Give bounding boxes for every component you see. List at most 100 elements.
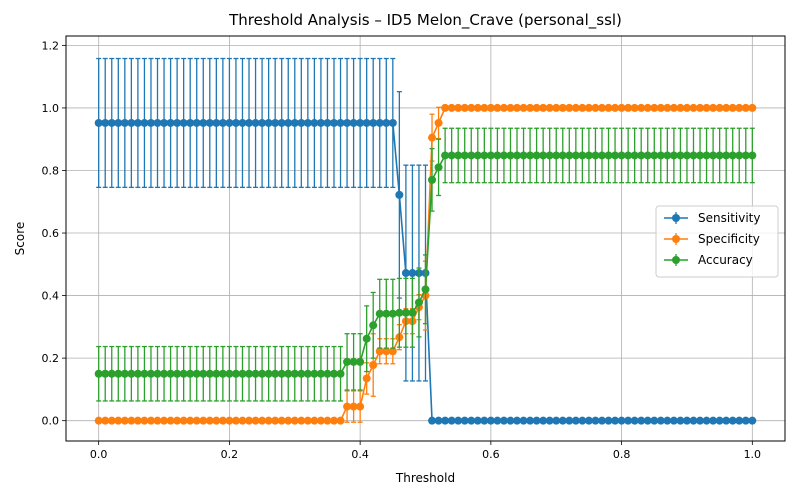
data-point <box>650 416 659 425</box>
data-point <box>532 103 541 112</box>
data-point <box>643 103 652 112</box>
data-point <box>467 151 476 160</box>
data-point <box>650 151 659 160</box>
data-point <box>650 103 659 112</box>
data-point <box>323 118 332 127</box>
data-point <box>284 369 293 378</box>
data-point <box>245 118 254 127</box>
data-point <box>369 321 378 330</box>
data-point <box>532 416 541 425</box>
data-point <box>316 118 325 127</box>
y-tick-label: 0.2 <box>42 352 60 365</box>
data-point <box>225 369 234 378</box>
data-point <box>166 369 175 378</box>
data-point <box>584 103 593 112</box>
data-point <box>140 118 149 127</box>
data-point <box>728 416 737 425</box>
data-point <box>519 151 528 160</box>
data-point <box>277 118 286 127</box>
data-point <box>545 151 554 160</box>
data-point <box>578 103 587 112</box>
data-point <box>107 118 116 127</box>
data-point <box>709 416 718 425</box>
data-point <box>611 151 620 160</box>
data-point <box>140 369 149 378</box>
sensitivity-markers <box>94 118 757 425</box>
data-point <box>225 416 234 425</box>
data-point <box>473 103 482 112</box>
data-point <box>460 151 469 160</box>
data-point <box>310 369 319 378</box>
data-point <box>199 416 208 425</box>
data-point <box>382 347 391 356</box>
data-point <box>349 357 358 366</box>
data-point <box>467 416 476 425</box>
data-point <box>552 416 561 425</box>
data-point <box>179 118 188 127</box>
data-point <box>441 151 450 160</box>
data-point <box>107 416 116 425</box>
data-point <box>728 151 737 160</box>
data-point <box>343 402 352 411</box>
data-point <box>408 269 417 278</box>
data-point <box>480 103 489 112</box>
data-point <box>611 103 620 112</box>
data-point <box>343 357 352 366</box>
data-point <box>303 416 312 425</box>
legend: Sensitivity Specificity Accuracy <box>655 205 779 278</box>
data-point <box>186 369 195 378</box>
data-point <box>597 416 606 425</box>
data-point <box>421 285 430 294</box>
data-point <box>447 416 456 425</box>
data-point <box>545 416 554 425</box>
x-tick-label: 0.2 <box>221 448 239 461</box>
data-point <box>669 151 678 160</box>
data-point <box>231 118 240 127</box>
data-point <box>584 416 593 425</box>
data-point <box>637 416 646 425</box>
data-point <box>689 103 698 112</box>
data-point <box>94 416 103 425</box>
data-point <box>735 416 744 425</box>
data-point <box>630 103 639 112</box>
data-point <box>669 103 678 112</box>
data-point <box>133 369 142 378</box>
data-point <box>532 151 541 160</box>
data-point <box>715 103 724 112</box>
data-point <box>637 103 646 112</box>
data-point <box>356 118 365 127</box>
data-point <box>414 298 423 307</box>
y-tick-label: 1.0 <box>42 102 60 115</box>
data-point <box>741 103 750 112</box>
data-point <box>611 416 620 425</box>
data-point <box>127 416 136 425</box>
data-point <box>526 151 535 160</box>
data-point <box>297 369 306 378</box>
y-ticks: 0.0 0.2 0.4 0.6 0.8 1.0 1.2 <box>42 39 66 428</box>
data-point <box>388 309 397 318</box>
data-point <box>591 416 600 425</box>
data-point <box>401 308 410 317</box>
data-point <box>127 369 136 378</box>
data-point <box>709 151 718 160</box>
data-point <box>290 118 299 127</box>
data-point <box>709 103 718 112</box>
data-point <box>741 416 750 425</box>
data-point <box>617 151 626 160</box>
data-point <box>441 416 450 425</box>
x-tick-label: 0.8 <box>613 448 631 461</box>
data-point <box>722 416 731 425</box>
data-point <box>656 151 665 160</box>
data-point <box>173 416 182 425</box>
data-point <box>336 416 345 425</box>
data-point <box>499 416 508 425</box>
data-point <box>94 118 103 127</box>
data-point <box>408 308 417 317</box>
data-point <box>186 416 195 425</box>
data-point <box>513 151 522 160</box>
data-point <box>336 118 345 127</box>
data-point <box>186 118 195 127</box>
data-point <box>473 151 482 160</box>
data-point <box>669 416 678 425</box>
